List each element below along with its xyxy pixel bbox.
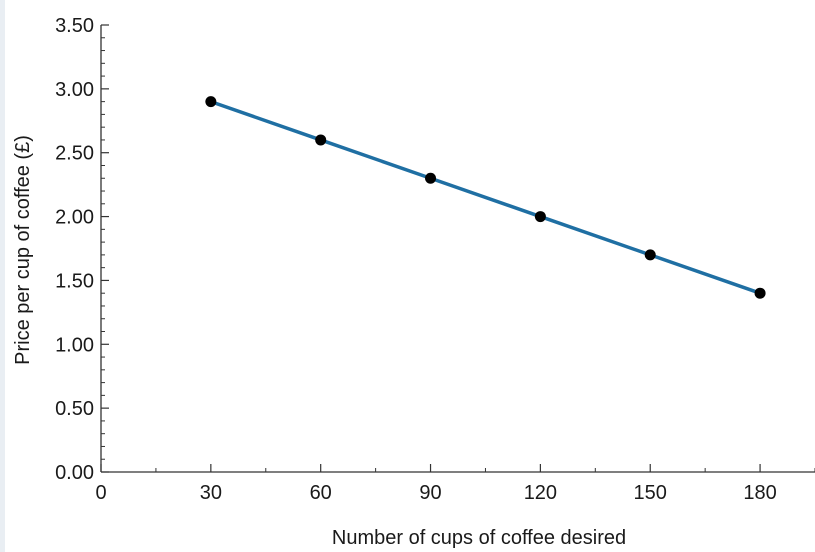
data-point-120 [534,211,546,223]
series-group [205,96,766,299]
y-tick-label-0.50: 0.50 [55,398,94,420]
x-axis-ticks: 0 30 60 90 120 150 180 [95,464,815,504]
x-tick-label-0: 0 [95,482,106,504]
data-point-150 [644,249,656,261]
x-tick-label-30: 30 [200,482,222,504]
y-tick-label-3.50: 3.50 [55,15,94,37]
series-line [209,99,762,295]
x-tick-label-120: 120 [524,482,557,504]
x-tick-label-150: 150 [634,482,667,504]
y-tick-label-0.00: 0.00 [55,462,94,484]
window-edge [0,0,5,552]
x-tick-label-60: 60 [310,482,332,504]
x-tick-label-180: 180 [743,482,776,504]
data-point-60 [315,134,327,146]
data-point-30 [205,96,217,108]
axes [100,25,815,473]
y-tick-label-1.00: 1.00 [55,334,94,356]
y-tick-label-3.00: 3.00 [55,79,94,101]
x-tick-label-90: 90 [419,482,441,504]
y-tick-label-1.50: 1.50 [55,270,94,292]
y-axis-ticks: 0.00 0.50 1.00 1.50 2.00 2.50 3.00 3.50 [55,15,109,484]
data-point-180 [754,287,766,299]
y-tick-label-2.00: 2.00 [55,207,94,229]
y-axis-title: Price per cup of coffee (£) [12,135,34,365]
x-axis-title: Number of cups of coffee desired [332,527,626,549]
data-point-90 [425,172,437,184]
y-tick-label-2.50: 2.50 [55,143,94,165]
